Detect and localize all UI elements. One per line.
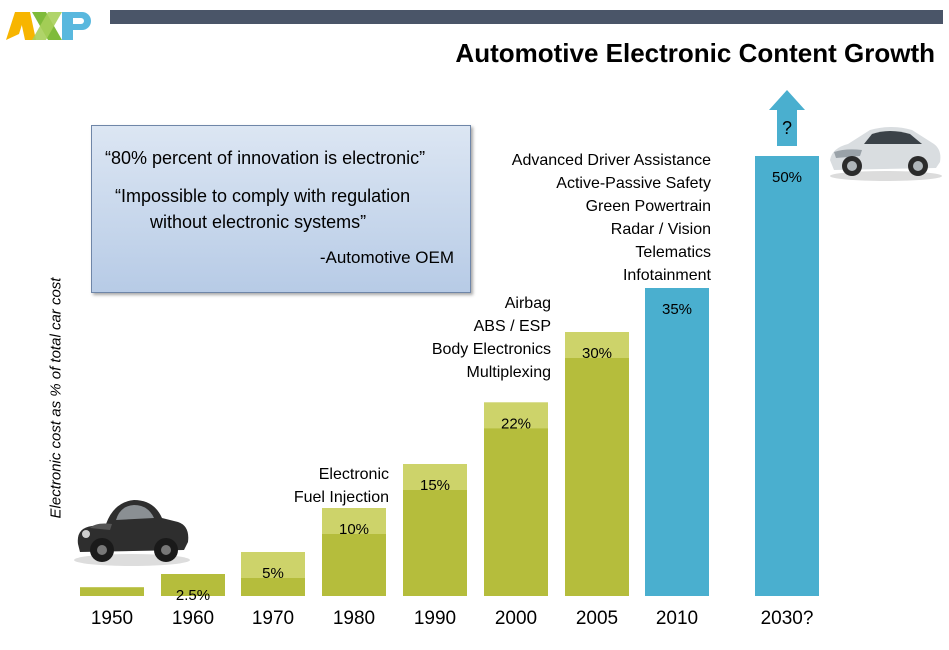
bar-2005: [565, 332, 629, 596]
annotation-line: Active-Passive Safety: [556, 175, 711, 192]
quote-line-1: “80% percent of innovation is electronic…: [105, 148, 426, 168]
quote-line-3: without electronic systems”: [150, 212, 367, 232]
quote-line-2: “Impossible to comply with regulation: [115, 186, 411, 206]
annotation-2000: Airbag ABS / ESP Body Electronics Multiplex…: [432, 292, 551, 384]
annotation-line: Fuel Injection: [293, 489, 389, 506]
x-tick-label: 1990: [414, 608, 456, 629]
bar-1950: [80, 587, 144, 596]
x-tick-label: 1970: [252, 608, 294, 629]
x-tick-label: 2010: [656, 608, 698, 629]
header-bar: [110, 10, 943, 24]
bar-highlight: [403, 464, 467, 490]
annotation-line: Advanced Driver Assistance: [511, 152, 711, 169]
value-label: 10%: [339, 521, 369, 538]
annotation-line: Green Powertrain: [585, 198, 711, 215]
bar-highlight: [565, 332, 629, 358]
bar-2030?: [755, 156, 819, 596]
x-tick-label: 1950: [91, 608, 133, 629]
x-tick-label: 2030?: [761, 608, 814, 629]
value-label: 5%: [262, 565, 284, 582]
value-label: 50%: [772, 169, 802, 186]
value-label: 22%: [501, 415, 531, 432]
x-tick-label: 2000: [495, 608, 537, 629]
quote-box: “80% percent of innovation is electronic…: [91, 125, 471, 293]
annotation-line: ABS / ESP: [473, 318, 551, 335]
bar-highlight: [241, 552, 305, 578]
modern-car-image: [830, 127, 942, 181]
annotation-line: Electronic: [318, 466, 389, 483]
slide-title: Automotive Electronic Content Growth: [455, 38, 935, 68]
annotation-1980: Electronic Fuel Injection: [294, 463, 389, 509]
vintage-car-image: [74, 500, 190, 566]
bar-2000: [484, 402, 548, 596]
annotation-2010: Advanced Driver Assistance Active-Passive…: [512, 149, 711, 287]
annotation-line: Radar / Vision: [610, 221, 711, 238]
x-tick-label: 2005: [576, 608, 618, 629]
up-arrow-icon: [769, 90, 805, 146]
value-label: 30%: [582, 345, 612, 362]
value-label: 35%: [662, 301, 692, 318]
annotation-line: Body Electronics: [431, 341, 551, 358]
x-tick-label: 1960: [172, 608, 214, 629]
value-label: 2.5%: [176, 587, 210, 604]
value-label: 15%: [420, 477, 450, 494]
quote-attribution: -Automotive OEM: [319, 248, 454, 267]
bar-highlight: [484, 402, 548, 429]
nxp-logo: [6, 10, 92, 42]
annotation-line: Telematics: [635, 244, 711, 261]
annotation-line: Airbag: [504, 295, 551, 312]
bar-2010: [645, 288, 709, 596]
x-tick-label: 1980: [333, 608, 375, 629]
future-marker: ?: [782, 118, 792, 138]
bar-1960: [161, 574, 225, 596]
annotation-line: Multiplexing: [466, 364, 551, 381]
bar-highlight: [322, 508, 386, 534]
annotation-line: Infotainment: [622, 267, 711, 284]
